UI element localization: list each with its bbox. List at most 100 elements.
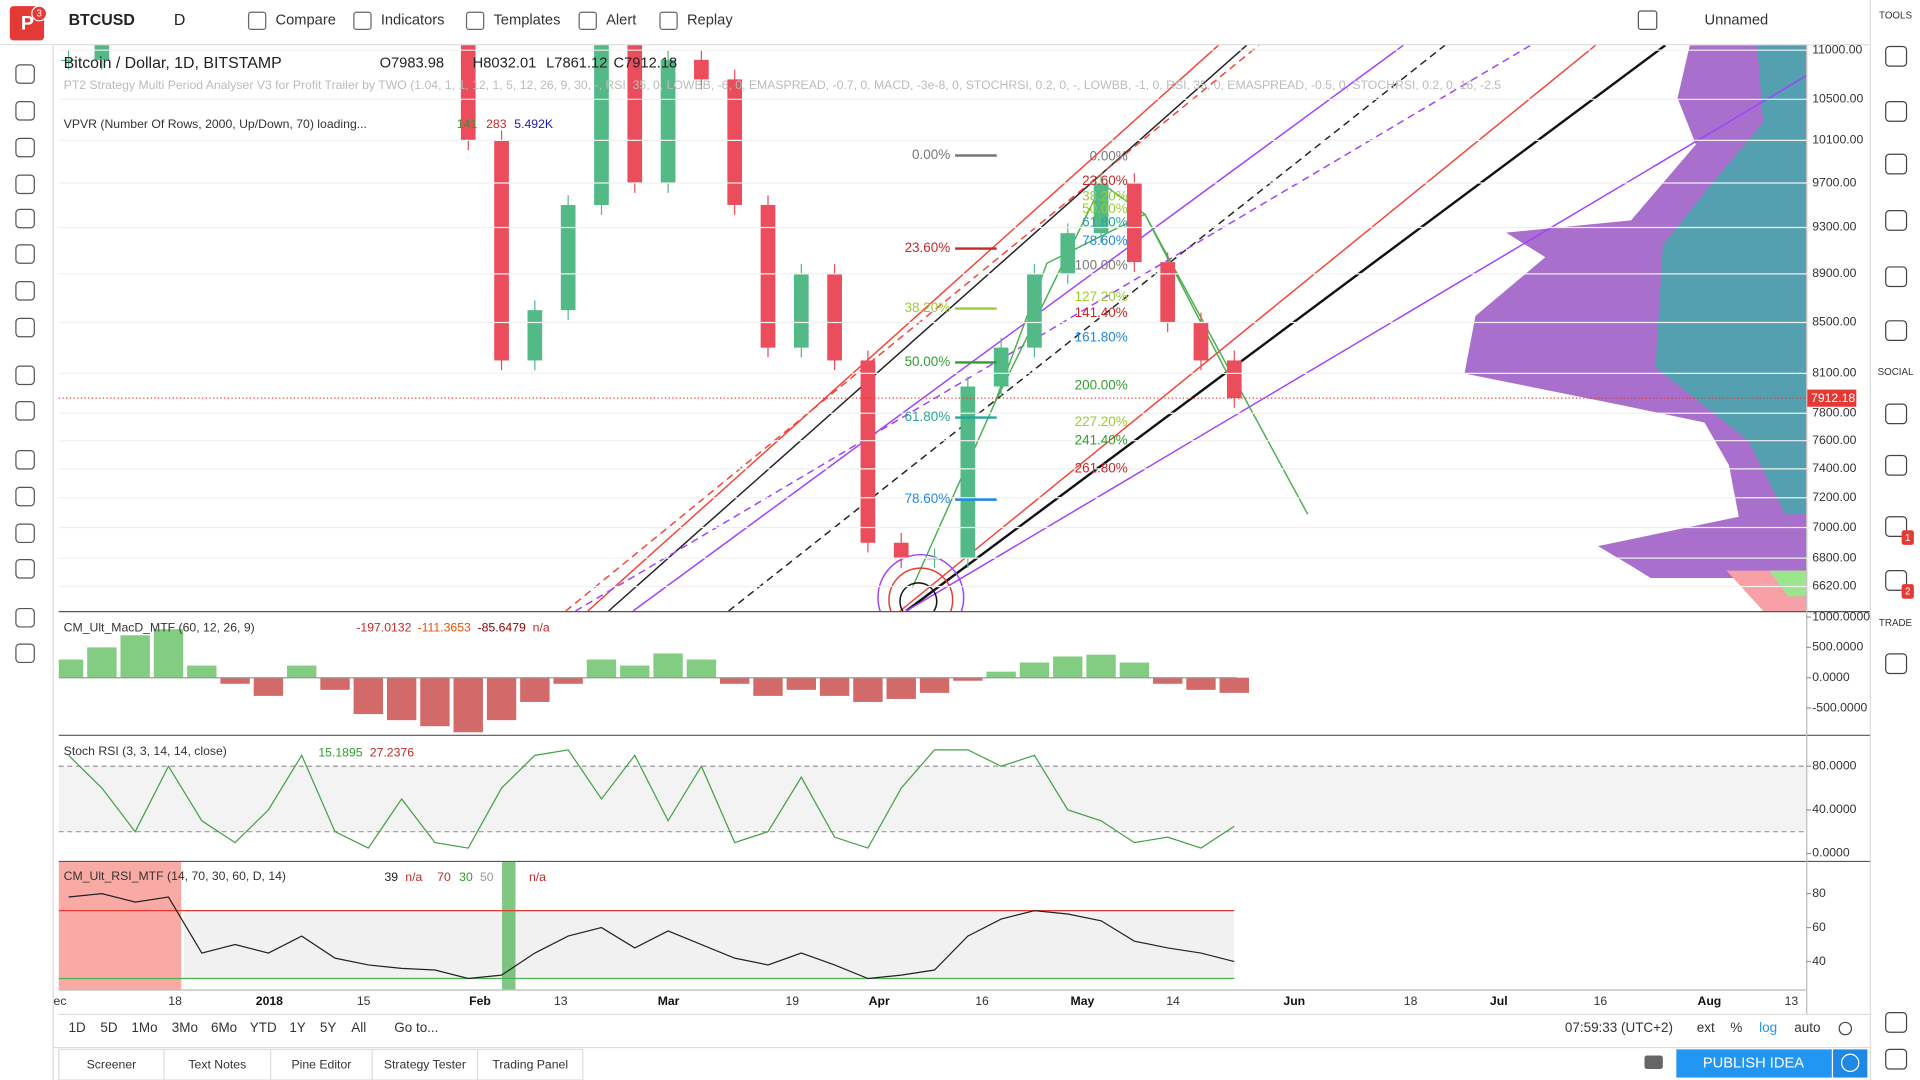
- ohlc-value: O7983.98: [380, 56, 445, 72]
- tool-icon[interactable]: [15, 137, 35, 158]
- tool-icon[interactable]: [15, 450, 35, 470]
- tool-icon[interactable]: [15, 101, 35, 121]
- macd-bar: [1219, 677, 1249, 693]
- tool-icon[interactable]: [15, 208, 35, 229]
- macd-bar: [553, 677, 583, 684]
- tool-icon[interactable]: [15, 643, 35, 664]
- rsi-value: n/a: [529, 870, 546, 884]
- range-button[interactable]: All: [351, 1020, 366, 1035]
- macd-value: n/a: [533, 620, 550, 634]
- ohlc-value: C7912.18: [613, 56, 677, 72]
- sidebar-icon[interactable]: [1885, 45, 1908, 67]
- scale-option[interactable]: %: [1730, 1020, 1742, 1035]
- fib-label: 0.00%: [1090, 148, 1128, 163]
- macd-bar: [919, 677, 950, 693]
- vpvr-value: 141: [457, 117, 478, 131]
- toolbar-item[interactable]: Indicators: [381, 13, 445, 29]
- macd-legend: CM_Ult_MacD_MTF (60, 12, 26, 9): [64, 620, 255, 634]
- range-button[interactable]: 6Mo: [211, 1020, 237, 1035]
- toolbar-item[interactable]: Templates: [493, 13, 560, 29]
- layout-name[interactable]: Unnamed: [1704, 13, 1768, 29]
- logo-badge: [31, 5, 48, 22]
- publish-button[interactable]: [1676, 1049, 1832, 1078]
- sidebar-icon[interactable]: [1885, 1012, 1908, 1033]
- symbol[interactable]: BTCUSD: [69, 12, 135, 29]
- camera-icon[interactable]: [1644, 1055, 1663, 1069]
- range-button[interactable]: 1Mo: [131, 1020, 157, 1035]
- tab[interactable]: [371, 1048, 479, 1080]
- trend-line: [565, 45, 1260, 612]
- tool-icon[interactable]: [15, 174, 35, 195]
- y-tick-label: 6620.00: [1812, 579, 1856, 593]
- toolbar-item[interactable]: Alert: [606, 13, 636, 29]
- sidebar-icon[interactable]: [1885, 403, 1908, 425]
- goto[interactable]: Go to...: [394, 1020, 438, 1035]
- sidebar-icon[interactable]: [1885, 653, 1908, 675]
- scale-option[interactable]: log: [1759, 1020, 1777, 1035]
- tab[interactable]: [163, 1048, 272, 1080]
- scale-option[interactable]: ext: [1697, 1020, 1715, 1035]
- range-button[interactable]: 1D: [69, 1020, 86, 1035]
- toolbar-item[interactable]: Compare: [276, 13, 336, 29]
- settings-icon[interactable]: [1838, 1021, 1853, 1036]
- range-button[interactable]: 5Y: [320, 1020, 336, 1035]
- fib-label: 78.60%: [1082, 233, 1128, 248]
- trend-line: [899, 45, 1596, 612]
- sidebar-icon[interactable]: [1885, 101, 1908, 122]
- trend-line: [905, 45, 1667, 612]
- range-button[interactable]: 5D: [100, 1020, 117, 1035]
- y-tick-label: 10500.00: [1812, 92, 1863, 106]
- tool-icon[interactable]: [15, 244, 35, 264]
- toolbar-icon: [659, 11, 678, 30]
- macd-bar: [986, 671, 1016, 678]
- y-tick-label: 9700.00: [1812, 175, 1856, 189]
- scale-option[interactable]: auto: [1794, 1020, 1820, 1035]
- sidebar-icon[interactable]: [1885, 266, 1908, 288]
- macd-bar: [486, 677, 517, 721]
- sidebar-icon[interactable]: [1885, 454, 1908, 476]
- range-button[interactable]: 1Y: [289, 1020, 305, 1035]
- candle: [1093, 183, 1109, 234]
- sidebar-icon[interactable]: [1885, 210, 1908, 231]
- fib-label: 38.20%: [1082, 189, 1128, 204]
- tool-icon[interactable]: [15, 486, 35, 507]
- x-tick-label: 13: [554, 994, 568, 1008]
- rsi-value: 50: [480, 870, 494, 884]
- interval[interactable]: D: [174, 12, 186, 29]
- range-button[interactable]: 3Mo: [172, 1020, 198, 1035]
- tool-icon[interactable]: [15, 607, 35, 628]
- tool-icon[interactable]: [15, 558, 35, 579]
- fullscreen-toggle[interactable]: [1637, 10, 1658, 30]
- sidebar-icon[interactable]: [1885, 1048, 1908, 1070]
- sidebar-badge: [1901, 530, 1914, 545]
- sidebar-section: SOCIAL: [1878, 367, 1914, 378]
- tool-icon[interactable]: [15, 64, 35, 84]
- badge-text: 1: [1905, 533, 1910, 544]
- candle: [1060, 233, 1076, 274]
- last-price-tag: [1807, 389, 1857, 407]
- sidebar-icon[interactable]: [1885, 570, 1908, 591]
- macd-value: -85.6479: [478, 620, 526, 634]
- trend-line: [728, 45, 1446, 612]
- sidebar-icon[interactable]: [1885, 516, 1908, 537]
- sidebar-icon[interactable]: [1885, 153, 1908, 175]
- macd-bar: [1019, 662, 1050, 678]
- tool-icon[interactable]: [15, 365, 35, 386]
- tool-icon[interactable]: [15, 281, 35, 301]
- tool-icon[interactable]: [15, 523, 35, 544]
- tab[interactable]: [476, 1048, 584, 1080]
- tool-icon[interactable]: [15, 317, 35, 338]
- macd-bar: [386, 677, 417, 721]
- toolbar-item[interactable]: Replay: [687, 13, 733, 29]
- pattern: [993, 213, 1238, 405]
- x-tick-label: Aug: [1697, 994, 1721, 1008]
- play-button[interactable]: [1833, 1049, 1868, 1078]
- tab[interactable]: [270, 1048, 373, 1080]
- x-tick-label: Feb: [469, 994, 491, 1008]
- sidebar-icon[interactable]: [1885, 320, 1908, 342]
- macd-bar: [353, 677, 384, 715]
- tool-icon[interactable]: [15, 401, 35, 421]
- range-button[interactable]: YTD: [250, 1020, 277, 1035]
